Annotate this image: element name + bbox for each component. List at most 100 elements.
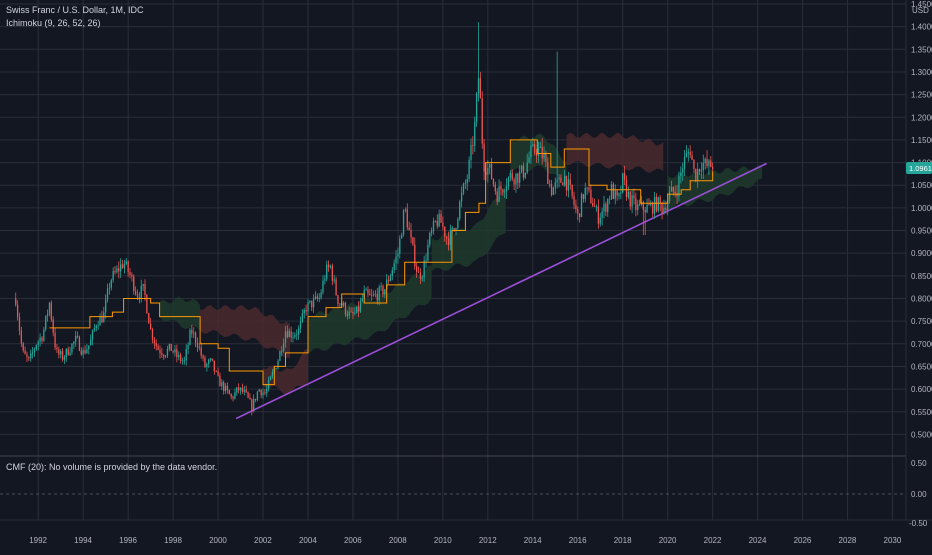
candle-down: [565, 175, 568, 191]
candle-up: [90, 339, 92, 346]
candle-up: [174, 349, 176, 353]
candle-up: [552, 187, 555, 195]
candle-down: [376, 293, 378, 301]
candle-up: [610, 184, 613, 200]
candle-down: [693, 159, 695, 169]
x-tick-label: 1992: [29, 536, 47, 545]
candle-up: [564, 175, 566, 186]
candle-down: [344, 302, 347, 315]
candle-down: [642, 201, 644, 210]
candle-down: [445, 236, 448, 239]
candle-down: [408, 227, 410, 231]
candle-down: [573, 196, 575, 205]
candle-up: [37, 341, 39, 346]
candle-up: [116, 268, 118, 273]
candle-down: [569, 179, 571, 185]
candle-down: [20, 330, 23, 344]
cloud-bearish: [566, 132, 664, 173]
candle-down: [412, 237, 414, 245]
candle-down: [562, 182, 564, 186]
candle-down: [118, 268, 120, 272]
candle-up: [637, 204, 639, 211]
candle-up: [395, 256, 397, 264]
candle-up: [372, 294, 375, 296]
candle-up: [474, 121, 476, 146]
indicator-label[interactable]: Ichimoku (9, 26, 52, 26): [6, 18, 101, 28]
candle-up: [678, 176, 680, 197]
candle-up: [234, 392, 236, 399]
candle-up: [356, 306, 358, 313]
y-tick-label: 1.4000: [911, 23, 932, 32]
candle-up: [519, 171, 521, 183]
candle-up: [281, 350, 283, 352]
candle-up: [69, 352, 71, 355]
candle-up: [464, 182, 467, 185]
candle-down: [612, 184, 615, 199]
y-tick-label: 1.3000: [911, 68, 932, 77]
candle-down: [661, 203, 663, 213]
candle-up: [253, 398, 255, 411]
candle-up: [601, 211, 603, 218]
candle-down: [472, 145, 474, 146]
candle-down: [605, 203, 607, 213]
candle-up: [46, 313, 49, 316]
candle-down: [264, 392, 266, 394]
candle-up: [667, 200, 669, 210]
candle-up: [33, 349, 36, 353]
candle-down: [144, 283, 146, 295]
candle-up: [618, 193, 620, 196]
candle-down: [577, 209, 579, 214]
candle-up: [580, 194, 583, 218]
candle-down: [223, 382, 225, 392]
candle-layer: [15, 22, 714, 416]
y-tick-label: 1.2500: [911, 91, 932, 100]
candle-up: [65, 348, 67, 358]
candle-down: [148, 313, 150, 324]
cloud-bearish: [200, 304, 290, 359]
candle-down: [176, 349, 178, 358]
candle-down: [710, 160, 712, 168]
candle-up: [389, 275, 392, 281]
cmf-message[interactable]: CMF (20): No volume is provided by the d…: [6, 462, 217, 472]
candle-up: [668, 191, 671, 201]
candle-up: [354, 312, 356, 314]
candle-up: [71, 343, 73, 353]
candle-down: [254, 398, 257, 400]
candle-up: [208, 360, 210, 365]
candle-down: [635, 198, 637, 211]
candle-down: [41, 337, 43, 341]
candle-down: [54, 332, 56, 348]
candle-down: [592, 203, 594, 207]
candle-down: [159, 349, 161, 354]
candle-up: [663, 207, 665, 213]
candle-up: [427, 244, 429, 261]
symbol-title[interactable]: Swiss Franc / U.S. Dollar, 1M, IDC: [6, 5, 144, 15]
candle-up: [554, 182, 556, 188]
last-price-value: 1.0961: [909, 164, 932, 173]
candle-up: [198, 347, 200, 349]
x-tick-label: 2008: [389, 536, 407, 545]
candle-up: [309, 300, 311, 303]
support-trend-line: [235, 162, 767, 420]
candle-down: [52, 319, 54, 333]
candle-up: [95, 325, 97, 328]
cloud-bullish: [159, 296, 201, 331]
candle-down: [436, 221, 438, 227]
candle-down: [202, 355, 204, 358]
candle-up: [380, 286, 382, 287]
y-tick-label: 1.0000: [911, 204, 932, 213]
candle-up: [459, 201, 461, 219]
candle-up: [466, 178, 468, 183]
candle-up: [702, 163, 704, 171]
candle-up: [329, 265, 332, 268]
candle-down: [247, 392, 249, 398]
candle-down: [369, 293, 371, 296]
candle-up: [505, 186, 508, 192]
candle-down: [232, 396, 234, 399]
ichimoku-base-line: [49, 139, 714, 386]
